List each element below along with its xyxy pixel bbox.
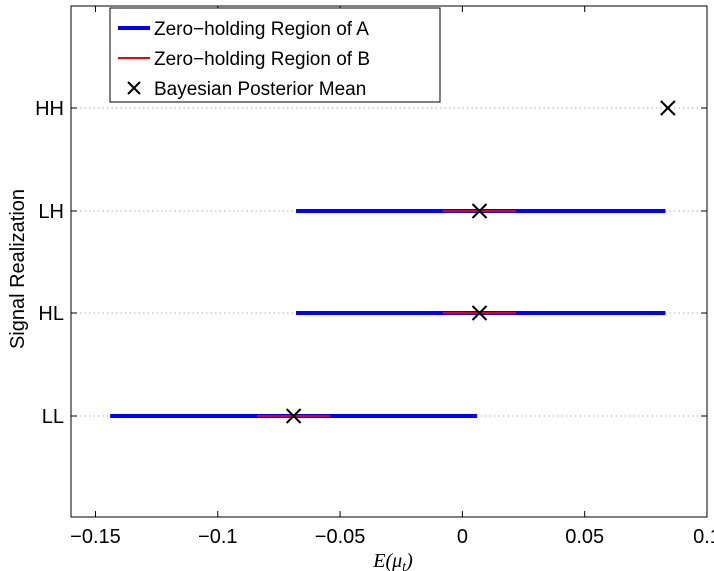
legend-label: Zero−holding Region of B [154, 49, 370, 70]
mean-marker-ll [285, 408, 302, 424]
legend-item-region-a: Zero−holding Region of A [118, 19, 369, 40]
legend-box [109, 7, 441, 103]
x-tick-label: −0.05 [315, 526, 366, 548]
plot-series [110, 100, 676, 424]
legend-label: Zero−holding Region of A [154, 19, 369, 40]
legend-label: Bayesian Posterior Mean [154, 79, 366, 100]
x-tick-label: 0.05 [565, 526, 604, 548]
x-tick-label: −0.1 [198, 526, 237, 548]
x-tick-label: 0.1 [693, 526, 714, 548]
mean-marker-hh [660, 100, 676, 116]
y-axis-label: Signal Realization [7, 189, 29, 349]
legend: Zero−holding Region of A Zero−holding Reg… [109, 7, 441, 103]
y-tick-label-hl: HL [38, 303, 64, 325]
x-axis-label: E(μt) [372, 550, 413, 571]
y-tick-label-hh: HH [35, 98, 64, 120]
x-tick-label: 0 [457, 526, 468, 548]
legend-item-mean: Bayesian Posterior Mean [127, 79, 366, 100]
y-tick-label-ll: LL [42, 406, 64, 428]
y-tick-label-lh: LH [38, 201, 64, 223]
mean-marker-hl [471, 305, 488, 321]
x-axis-label-main: E(μ [372, 550, 402, 571]
grid-lines [71, 107, 707, 417]
ticks: −0.15 −0.1 −0.05 0 0.05 0.1 LL HL LH HH [35, 6, 714, 548]
x-axis-label-sub: t [402, 560, 407, 571]
axes [70, 5, 708, 518]
plot-frame [70, 5, 708, 518]
x-tick-label: −0.15 [70, 526, 121, 548]
legend-item-region-b: Zero−holding Region of B [118, 49, 370, 70]
mean-marker-lh [471, 203, 488, 219]
x-axis-label-close: ) [405, 550, 413, 571]
legend-swatch-mean-x-icon [127, 81, 141, 95]
